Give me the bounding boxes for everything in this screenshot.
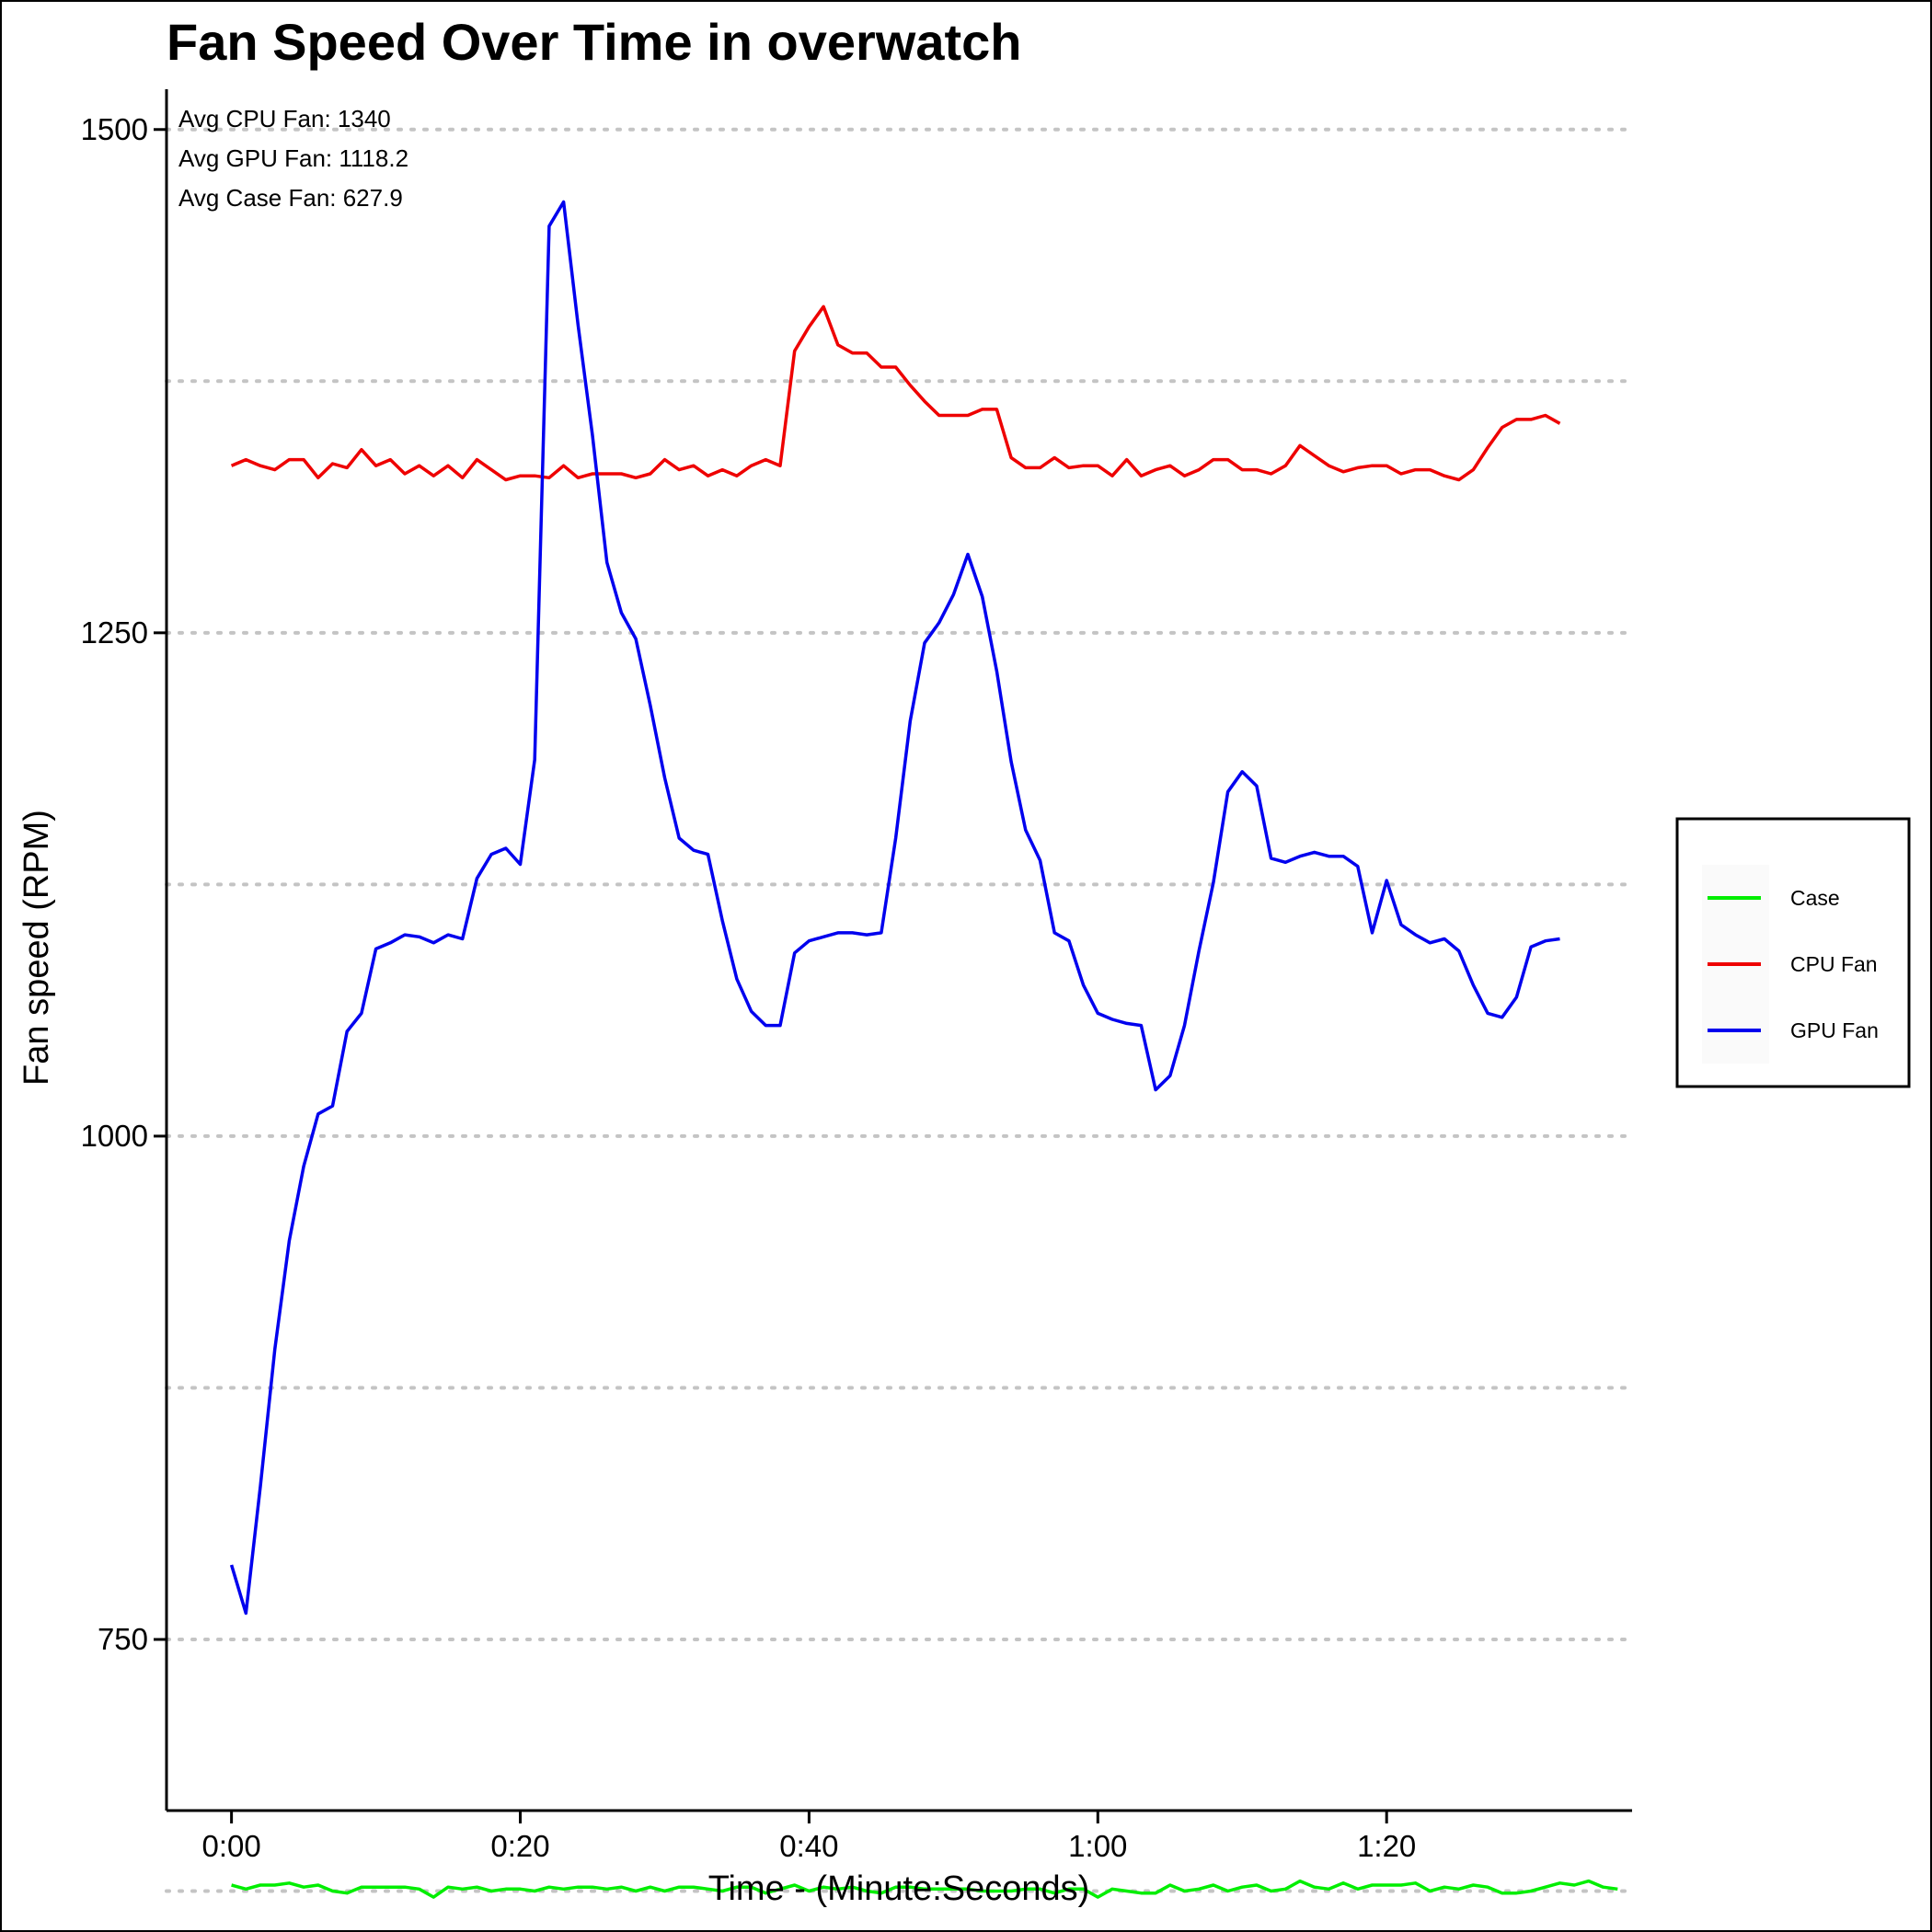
legend: Case CPU Fan GPU Fan [1675, 817, 1911, 1088]
legend-label-cpu-fan: CPU Fan [1790, 952, 1878, 976]
y-tick-label: 1500 [81, 112, 148, 146]
annotation-avg-case: Avg Case Fan: 627.9 [178, 184, 403, 212]
series-lines [229, 200, 1618, 1899]
y-axis-title: Fan speed (RPM) [17, 810, 56, 1086]
y-tick-label: 1000 [81, 1119, 148, 1153]
x-axis-ticks: 0:00 0:20 0:40 1:00 1:20 [202, 1811, 1416, 1863]
series-line-case [231, 1879, 1618, 1899]
x-tick-label: 0:40 [779, 1829, 838, 1863]
series-line-gpu-fan [229, 200, 1560, 1616]
x-tick-label: 0:00 [202, 1829, 261, 1863]
chart-title: Fan Speed Over Time in overwatch [167, 13, 1022, 71]
series-line-cpu-fan [230, 305, 1561, 482]
x-tick-label: 1:00 [1068, 1829, 1127, 1863]
x-tick-label: 0:20 [490, 1829, 549, 1863]
grid-lines [165, 127, 1634, 1893]
legend-label-case: Case [1790, 886, 1840, 910]
annotation-avg-cpu: Avg CPU Fan: 1340 [178, 105, 391, 132]
x-tick-label: 1:20 [1357, 1829, 1416, 1863]
y-axis-ticks: 750 1000 1250 1500 [81, 112, 167, 1656]
x-axis-title: Time - (Minute:Seconds) [708, 1869, 1090, 1908]
annotation-avg-gpu: Avg GPU Fan: 1118.2 [178, 144, 408, 172]
legend-label-gpu-fan: GPU Fan [1790, 1018, 1879, 1042]
y-tick-label: 1250 [81, 615, 148, 650]
y-tick-label: 750 [98, 1622, 148, 1656]
